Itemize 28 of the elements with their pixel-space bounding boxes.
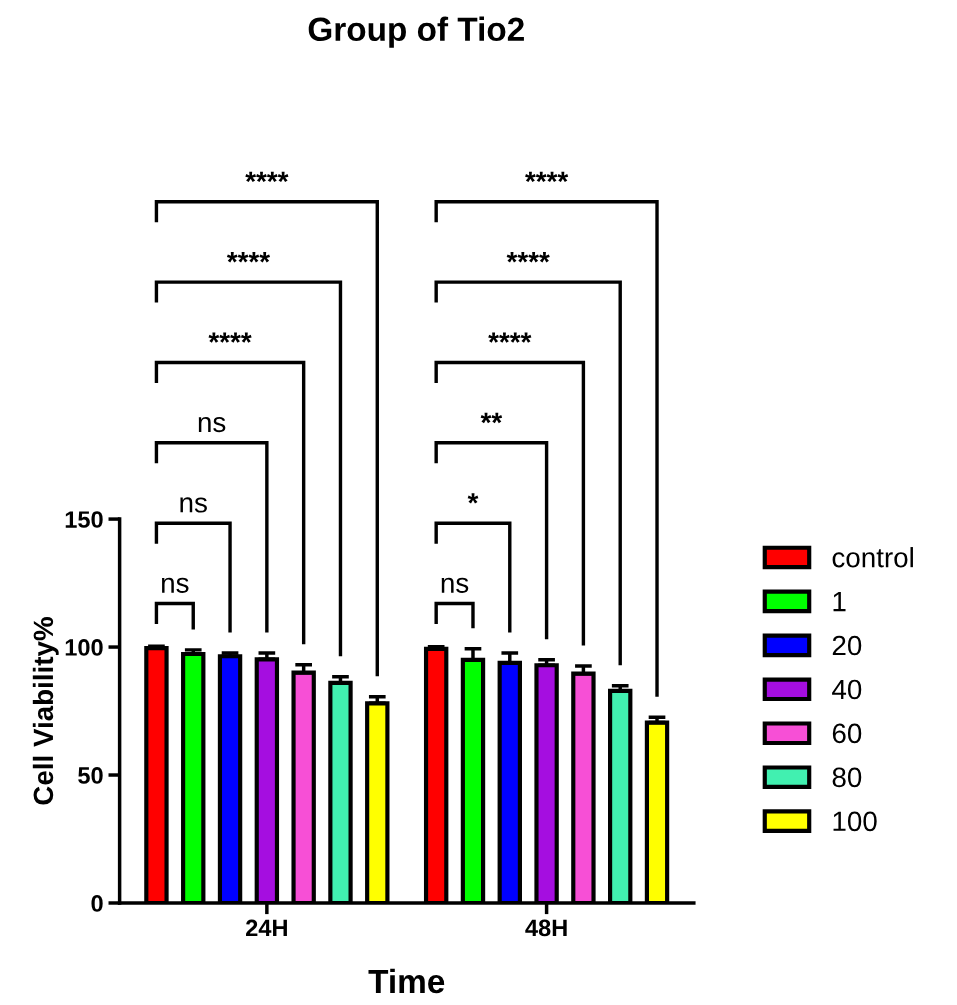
text: **** <box>208 332 252 343</box>
legend-label: control <box>832 547 913 568</box>
y-tick-label: 0 <box>91 895 103 912</box>
text: **** <box>506 252 550 263</box>
text: ** <box>480 412 503 424</box>
legend-label: 1 <box>833 592 846 612</box>
x-axis-title: Time <box>368 968 445 994</box>
text: **** <box>525 171 569 183</box>
y-axis-title: Cell Viability% <box>32 617 59 805</box>
annotation: ns <box>441 577 469 593</box>
legend-label: 100 <box>833 811 877 832</box>
text: ns <box>180 497 207 513</box>
text: ns <box>198 416 226 433</box>
text: **** <box>488 332 532 343</box>
legend-label: 60 <box>832 723 862 744</box>
legend-label: 40 <box>832 679 862 700</box>
chart-title: Group of Tio2 <box>308 16 524 48</box>
y-tick-label: 150 <box>65 511 103 528</box>
x-tick-label: 48H <box>525 919 567 937</box>
annotation: ns <box>162 577 189 593</box>
legend-label: 20 <box>832 635 862 656</box>
text: **** <box>226 252 271 263</box>
y-tick-label: 100 <box>65 639 103 656</box>
text: * <box>467 493 479 504</box>
x-tick-label: 24H <box>246 919 287 937</box>
text: **** <box>245 171 289 183</box>
y-tick-label: 50 <box>78 767 103 784</box>
legend-label: 80 <box>832 767 862 788</box>
